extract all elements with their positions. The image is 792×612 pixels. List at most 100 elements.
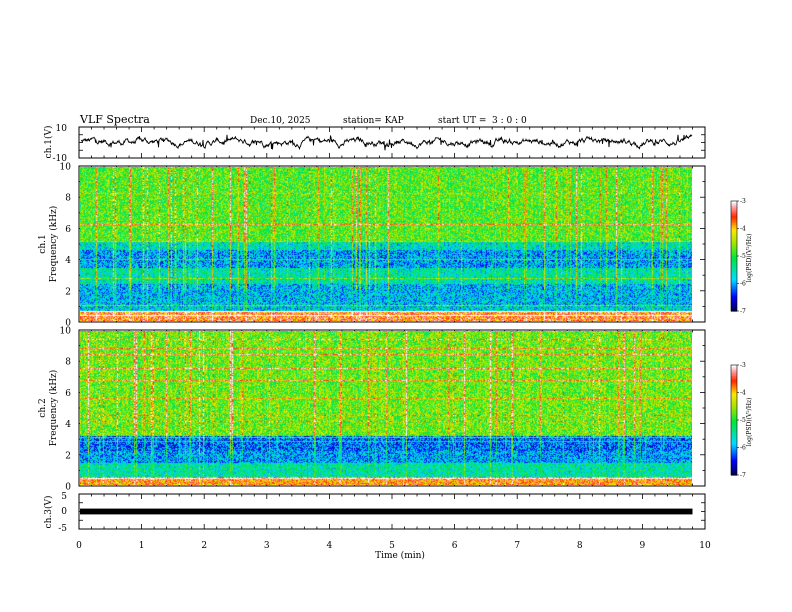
colorbar-swatch <box>731 394 737 397</box>
colorbar-swatch <box>731 263 737 266</box>
colorbar-swatch <box>731 429 737 432</box>
colorbar-swatch <box>731 279 737 283</box>
colorbar-swatch <box>731 241 737 244</box>
colorbar-swatch <box>731 265 737 268</box>
colorbar-swatch <box>731 383 737 386</box>
colorbar-swatch <box>731 440 737 443</box>
ch1-ylabel: ch.1(V) <box>43 126 54 159</box>
colorbar-swatch <box>731 213 737 217</box>
colorbar-swatch <box>731 420 737 423</box>
colorbar-swatch <box>731 298 737 301</box>
ch1-spectrogram-image <box>80 167 692 321</box>
ch1-waveform-series <box>80 134 693 151</box>
colorbar-swatch <box>731 206 737 209</box>
spectrogram-ytick-label: 10 <box>60 327 72 337</box>
colorbar-swatch <box>731 442 737 445</box>
chart-title: VLF Spectra <box>79 113 150 126</box>
colorbar-swatch <box>731 237 737 241</box>
colorbar-swatch <box>731 228 737 231</box>
time-axis-tick-label: 7 <box>514 541 520 551</box>
colorbar-swatch <box>731 436 737 439</box>
colorbar-swatch <box>731 202 737 206</box>
colorbar-swatch <box>731 467 737 471</box>
time-axis-tick-label: 6 <box>452 541 458 551</box>
colorbar-swatch <box>731 283 737 286</box>
colorbar-swatch <box>731 268 737 272</box>
colorbar-swatch <box>731 456 737 460</box>
colorbar-swatch <box>731 423 737 427</box>
ch2-spectrogram-image <box>80 331 692 485</box>
time-axis-ticklabels: 0 1 2 3 4 5 6 7 8 9 10 <box>76 541 711 551</box>
time-axis-tick-label: 1 <box>139 541 145 551</box>
colorbar-swatch <box>731 379 737 383</box>
spectrogram-ytick-label: 4 <box>65 420 71 430</box>
colorbar-swatch <box>731 431 737 434</box>
colorbar-swatch <box>731 250 737 253</box>
colorbar-swatch <box>731 447 737 450</box>
time-axis-tick-label: 0 <box>76 541 82 551</box>
colorbar-swatch <box>731 405 737 408</box>
colorbar-swatch <box>731 294 737 297</box>
colorbar-swatch <box>731 471 737 474</box>
colorbar-swatch <box>731 410 737 414</box>
colorbar-swatch <box>731 292 737 296</box>
spectrogram-ytick-label: 2 <box>65 451 71 461</box>
colorbar-swatch <box>731 425 737 428</box>
spectrogram-ytick-label: 10 <box>60 163 72 173</box>
time-axis-tick-label: 8 <box>577 541 583 551</box>
colorbar-swatch <box>731 416 737 419</box>
colorbar-swatch <box>731 458 737 461</box>
colorbar-swatch <box>731 438 737 441</box>
colorbar-swatch <box>731 401 737 405</box>
colorbar-swatch <box>731 252 737 255</box>
colorbar-swatch <box>731 465 737 469</box>
colorbar-swatch <box>731 274 737 277</box>
ch1-colorbar: -3 -4 -5 -6 -7 <box>730 198 746 315</box>
colorbar-swatch <box>731 388 737 392</box>
colorbar-swatch <box>731 235 737 239</box>
ch2-spec-ylabel-line1: ch.2 <box>38 398 48 417</box>
ch1-colorbar-label: log(PSD)(V²/Hz) <box>746 234 753 283</box>
time-axis-tick-label: 5 <box>389 541 395 551</box>
colorbar-swatch <box>731 239 737 242</box>
spectrogram-ytick-label: 2 <box>65 287 71 297</box>
colorbar-swatch <box>731 421 737 425</box>
colorbar-swatch <box>731 370 737 373</box>
ch3-waveform-ticks <box>78 493 706 530</box>
colorbar-swatch <box>731 443 737 447</box>
time-axis-tick-label: 9 <box>640 541 646 551</box>
colorbar-swatch <box>731 301 737 305</box>
spectrogram-ytick-label: 6 <box>65 389 71 399</box>
colorbar-swatch <box>731 267 737 270</box>
ch3-ytick-mid: 0 <box>61 507 67 517</box>
time-axis-tick-label: 10 <box>699 541 711 551</box>
colorbar-swatch <box>731 434 737 438</box>
colorbar-tick-label: -3 <box>740 198 746 205</box>
colorbar-swatch <box>731 281 737 285</box>
ch2-spec-ylabel-line2: Frequency (kHz) <box>48 370 59 447</box>
colorbar-swatch <box>731 204 737 208</box>
colorbar-swatch <box>731 217 737 220</box>
colorbar-swatch <box>731 372 737 375</box>
colorbar-swatch <box>731 409 737 412</box>
colorbar-swatch <box>731 307 737 310</box>
ch2-colorbar-label: log(PSD)(V²/Hz) <box>746 398 753 447</box>
colorbar-swatch <box>731 245 737 248</box>
spectrogram-ytick-label: 0 <box>65 483 71 493</box>
colorbar-swatch <box>731 303 737 307</box>
colorbar-swatch <box>731 414 737 417</box>
time-axis-tick-label: 2 <box>201 541 207 551</box>
colorbar-tick-label: -4 <box>740 226 746 233</box>
colorbar-tick-label: -6 <box>740 281 746 288</box>
ch1-spec-ylabel-line1: ch.1 <box>38 234 48 253</box>
colorbar-swatch <box>731 296 737 299</box>
ch3-ytick-bottom: -5 <box>58 524 67 534</box>
colorbar-swatch <box>731 473 737 476</box>
colorbar-swatch <box>731 289 737 292</box>
start-time-value: 3 : 0 : 0 <box>492 116 527 126</box>
spectrogram-ytick-label: 0 <box>65 319 71 329</box>
colorbar-swatch <box>731 396 737 399</box>
colorbar-swatch <box>731 248 737 252</box>
spectrogram-ytick-label: 8 <box>65 358 71 368</box>
